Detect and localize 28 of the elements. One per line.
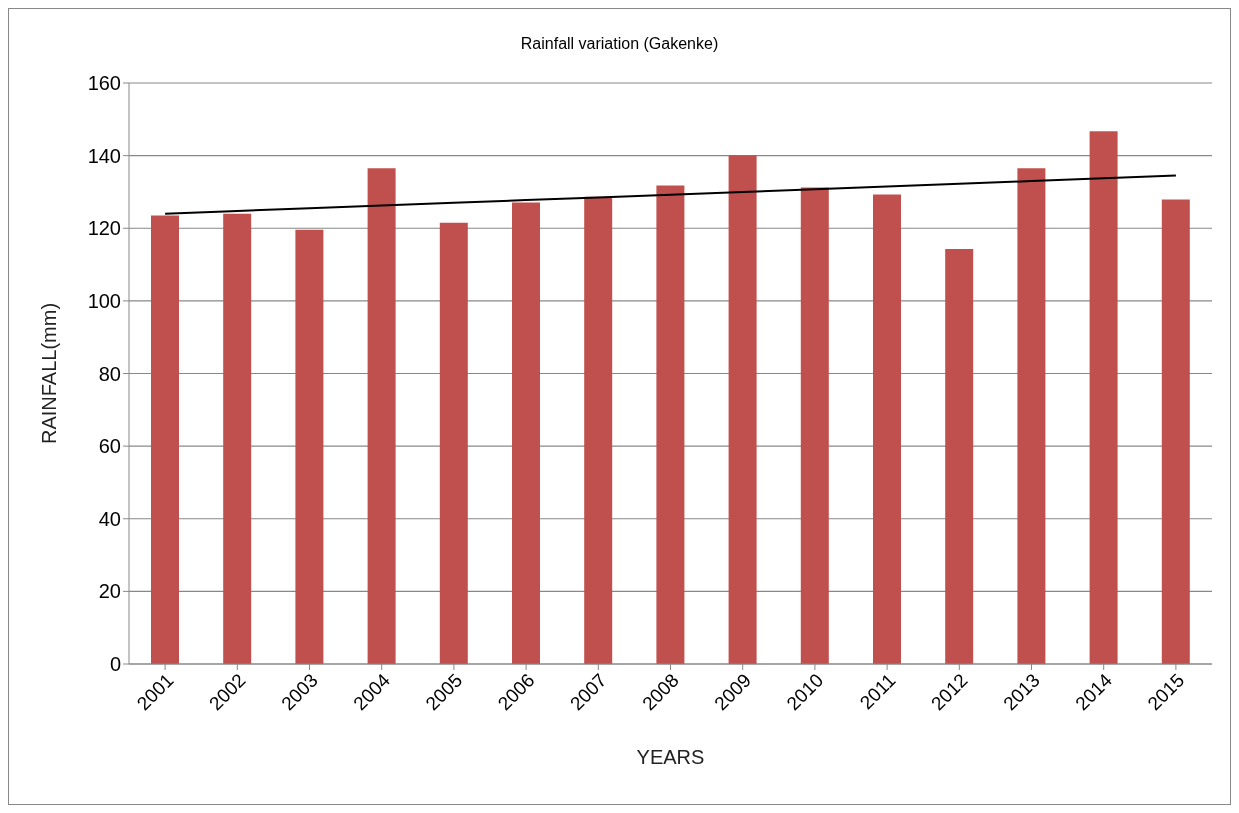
- bar: [800, 187, 829, 664]
- x-axis-title: YEARS: [636, 746, 705, 768]
- bar: [1017, 168, 1046, 664]
- bar: [873, 194, 901, 664]
- y-tick-label: 80: [98, 362, 121, 385]
- y-tick-label: 140: [87, 144, 121, 167]
- bar: [1089, 131, 1118, 664]
- y-tick-label: 160: [87, 72, 121, 95]
- y-tick-label: 40: [98, 507, 121, 530]
- bar: [656, 185, 685, 664]
- bar: [512, 202, 540, 664]
- bar: [945, 248, 974, 664]
- bar: [728, 155, 757, 664]
- y-tick-label: 20: [98, 580, 121, 603]
- y-tick-label: 60: [98, 435, 121, 458]
- y-tick-label: 0: [109, 653, 121, 676]
- bar: [295, 229, 324, 664]
- bar: [223, 213, 252, 664]
- bar: [1161, 199, 1190, 664]
- bar: [367, 168, 396, 664]
- y-tick-label: 120: [87, 217, 121, 240]
- y-axis-title: RAINFALL(mm): [38, 302, 61, 445]
- bar: [584, 196, 613, 664]
- chart-title: Rainfall variation (Gakenke): [519, 35, 720, 53]
- bar: [439, 222, 468, 664]
- line-series: [164, 174, 1177, 215]
- y-tick-label: 100: [87, 289, 121, 312]
- bar: [151, 215, 179, 664]
